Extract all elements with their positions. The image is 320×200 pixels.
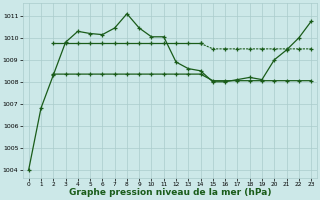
X-axis label: Graphe pression niveau de la mer (hPa): Graphe pression niveau de la mer (hPa): [69, 188, 271, 197]
